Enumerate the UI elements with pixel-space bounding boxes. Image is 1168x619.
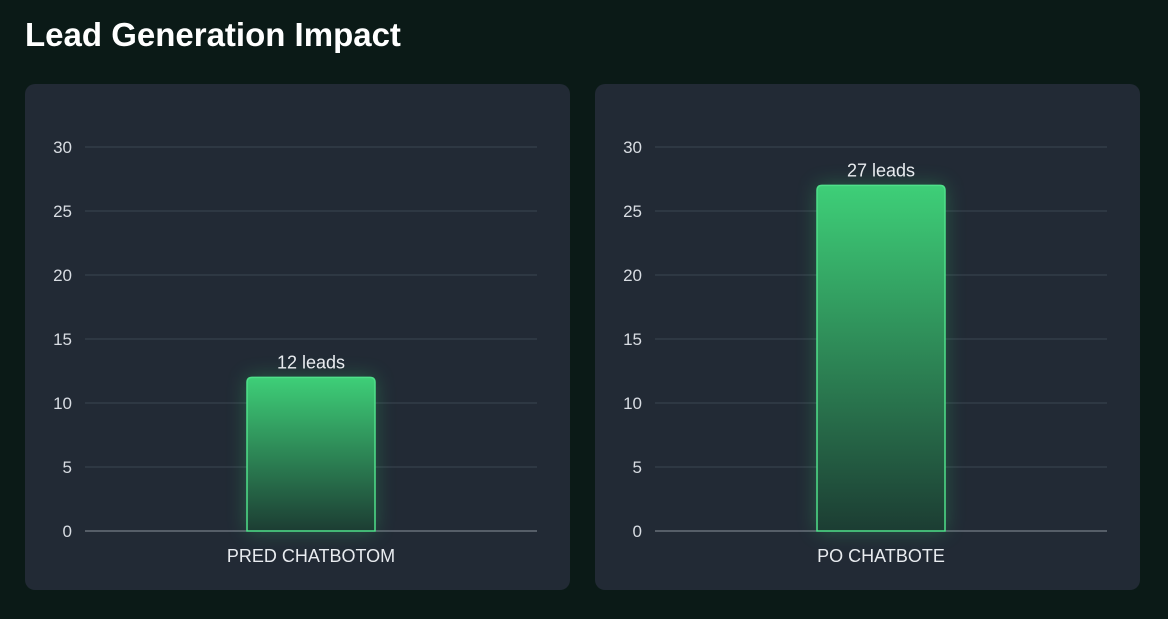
y-tick-label: 15 (623, 330, 642, 349)
y-tick-label: 0 (63, 522, 72, 541)
y-tick-label: 30 (53, 138, 72, 157)
chart-panel-before: 0 5 10 15 20 25 30 12 leads PRED CHATBOTOM (25, 84, 570, 590)
x-category-label: PO CHATBOTE (817, 546, 945, 566)
y-tick-label: 25 (53, 202, 72, 221)
y-tick-label: 0 (633, 522, 642, 541)
data-label: 12 leads (277, 352, 345, 372)
chart-after: 0 5 10 15 20 25 30 27 leads PO CHATBOTE (623, 138, 1107, 566)
page-title: Lead Generation Impact (25, 16, 401, 53)
y-tick-label: 10 (623, 394, 642, 413)
bar (816, 184, 946, 532)
y-tick-label: 25 (623, 202, 642, 221)
data-label: 27 leads (847, 160, 915, 180)
y-tick-label: 5 (633, 458, 642, 477)
chart-before: 0 5 10 15 20 25 30 12 leads PRED CHATBOTOM (53, 138, 537, 566)
y-tick-label: 20 (623, 266, 642, 285)
y-tick-label: 15 (53, 330, 72, 349)
y-tick-label: 20 (53, 266, 72, 285)
chart-panel-after: 0 5 10 15 20 25 30 27 leads PO CHATBOTE (595, 84, 1140, 590)
x-category-label: PRED CHATBOTOM (227, 546, 395, 566)
bar (246, 376, 376, 532)
y-tick-label: 5 (63, 458, 72, 477)
y-tick-label: 30 (623, 138, 642, 157)
y-tick-label: 10 (53, 394, 72, 413)
